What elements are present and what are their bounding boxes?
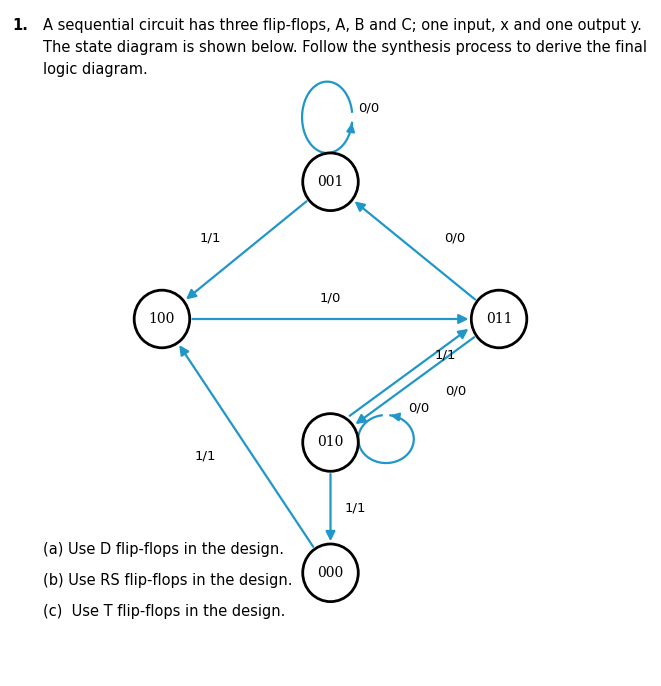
Text: 1/1: 1/1: [194, 450, 216, 462]
Text: 0/0: 0/0: [444, 232, 465, 244]
Circle shape: [134, 290, 190, 348]
Text: (b) Use RS flip-flops in the design.: (b) Use RS flip-flops in the design.: [43, 573, 292, 588]
Circle shape: [471, 290, 527, 348]
Text: 001: 001: [317, 175, 344, 189]
Text: 1/0: 1/0: [320, 292, 341, 305]
Circle shape: [303, 544, 358, 602]
Text: 100: 100: [149, 312, 175, 326]
Circle shape: [303, 153, 358, 211]
Text: 0/0: 0/0: [445, 385, 467, 397]
Circle shape: [303, 414, 358, 471]
Text: 1/1: 1/1: [435, 348, 456, 362]
Text: 1/1: 1/1: [345, 501, 366, 514]
Text: 011: 011: [486, 312, 512, 326]
Text: 010: 010: [317, 436, 344, 449]
Text: 1/1: 1/1: [199, 232, 221, 244]
Text: 1.: 1.: [12, 18, 28, 33]
Text: (c)  Use T flip-flops in the design.: (c) Use T flip-flops in the design.: [43, 604, 286, 619]
Text: The state diagram is shown below. Follow the synthesis process to derive the fin: The state diagram is shown below. Follow…: [43, 40, 647, 55]
Text: 0/0: 0/0: [358, 102, 379, 115]
Text: 0/0: 0/0: [408, 402, 430, 414]
Text: A sequential circuit has three flip-flops, A, B and C; one input, x and one outp: A sequential circuit has three flip-flop…: [43, 18, 642, 33]
Text: 000: 000: [317, 566, 344, 580]
Text: (a) Use D flip-flops in the design.: (a) Use D flip-flops in the design.: [43, 542, 284, 557]
Text: logic diagram.: logic diagram.: [43, 62, 147, 77]
